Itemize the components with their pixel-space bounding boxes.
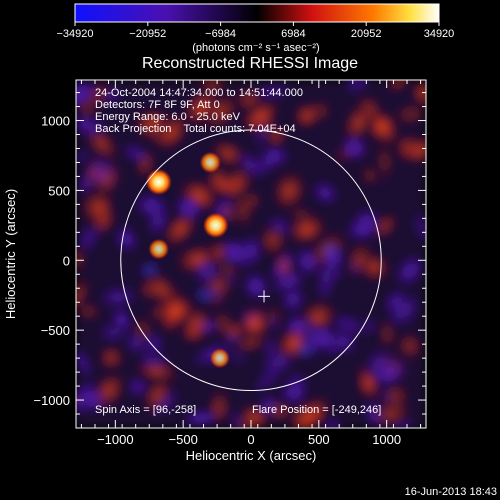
spin-axis-marker (258, 290, 271, 303)
y-tick-label: 1000 (41, 114, 70, 129)
y-axis-title: Heliocentric Y (arcsec) (3, 189, 18, 319)
x-axis-title: Heliocentric X (arcsec) (186, 448, 317, 463)
plot-area: 24-Oct-2004 14:47:34.000 to 14:51:44.000… (75, 79, 427, 429)
solar-limb-circle (120, 129, 382, 392)
bright-source (145, 169, 172, 196)
annotation-method-counts: Back Projection Total counts: 7.04E+04 (95, 123, 296, 135)
colorbar: −34920 −20952 −6984 6984 20952 34920 (photons… (56, 3, 454, 54)
x-tick-label: −1000 (97, 432, 134, 447)
colorbar-tick-label: −6984 (205, 28, 236, 40)
annotation-time-range: 24-Oct-2004 14:47:34.000 to 14:51:44.000 (95, 87, 303, 99)
annotation-detectors: Detectors: 7F 8F 9F, Att 0 (95, 99, 220, 111)
bright-source (203, 212, 229, 239)
bright-source (148, 238, 170, 260)
colorbar-units: (photons cm⁻² s⁻¹ asec⁻²) (192, 42, 319, 54)
x-tick-label: 0 (247, 432, 254, 447)
x-tick-label: −500 (169, 432, 198, 447)
colorbar-tick-label: 20952 (351, 28, 382, 40)
chart-title: Reconstructed RHESSI Image (142, 55, 358, 72)
y-tick-label: 0 (63, 253, 70, 268)
y-tick-label: −500 (41, 323, 70, 338)
annotation-spin-axis: Spin Axis = [96,-258] (95, 404, 196, 416)
x-tick-label: 1000 (372, 432, 401, 447)
heatmap-image (76, 80, 426, 428)
colorbar-tick-label: 6984 (281, 28, 305, 40)
annotation-flare-position: Flare Position = [-249,246] (252, 404, 381, 416)
bright-source (209, 348, 230, 369)
footer-timestamp: 16-Jun-2013 18:43 (405, 486, 497, 498)
colorbar-tick-label: −34920 (56, 28, 93, 40)
colorbar-tick-label: −20952 (129, 28, 166, 40)
y-tick-label: 500 (48, 183, 70, 198)
colorbar-gradient (74, 3, 440, 23)
x-tick-label: 500 (308, 432, 330, 447)
bright-source (199, 151, 221, 174)
colorbar-ticks: −34920 −20952 −6984 6984 20952 34920 (56, 22, 454, 40)
y-axis: −1000 −500 0 500 1000 (33, 92, 426, 415)
y-tick-label: −1000 (33, 393, 70, 408)
colorbar-tick-label: 34920 (424, 28, 455, 40)
annotation-energy-range: Energy Range: 6.0 - 25.0 keV (95, 111, 241, 123)
x-axis: −1000 −500 0 500 1000 (80, 80, 422, 447)
